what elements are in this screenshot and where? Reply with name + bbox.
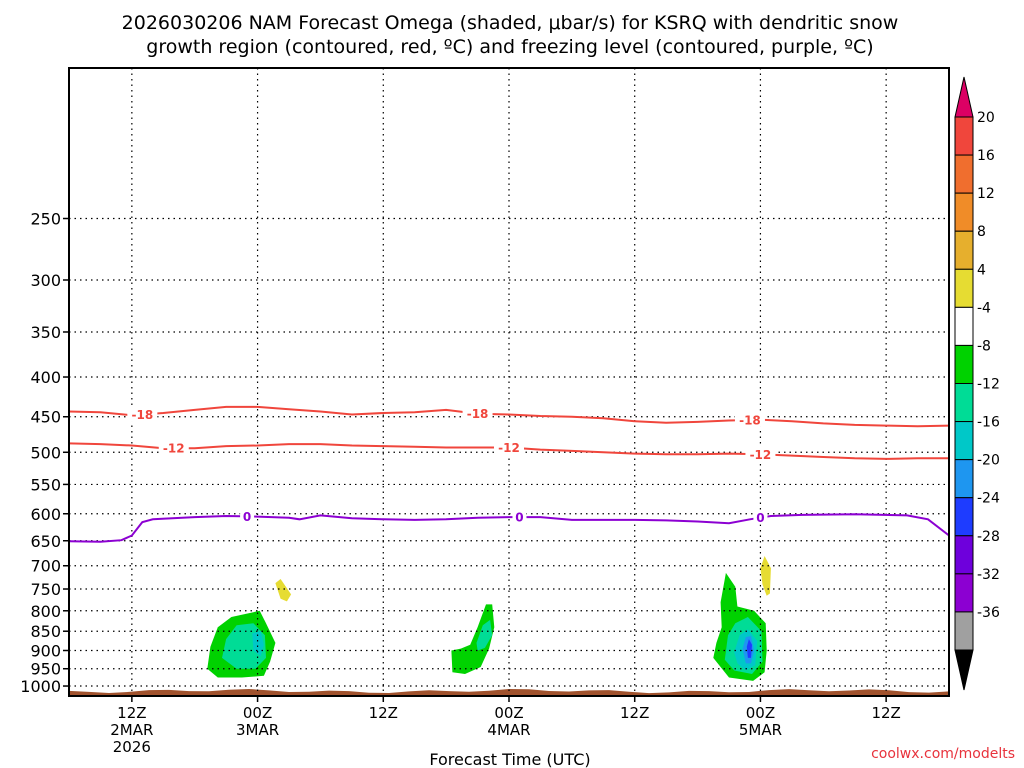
y-tick-label-600: 600 <box>30 505 61 524</box>
dgz-minus-12-label-bg-2 <box>745 447 776 462</box>
omega-shade-green-4 <box>476 619 493 651</box>
y-tick-label-800: 800 <box>30 602 61 621</box>
colorbar-band-5 <box>954 306 974 346</box>
dgz-minus-12-label-bg-0 <box>158 441 189 456</box>
y-tick-label-750: 750 <box>30 580 61 599</box>
freezing-level-0-label-1: 0 <box>515 511 523 525</box>
ground-surface <box>69 689 949 696</box>
x-tick-label-18-2: 3MAR <box>236 721 279 739</box>
colorbar-label-13: -36 <box>977 605 1000 621</box>
colorbar-label-10: -24 <box>977 491 1000 507</box>
dgz-minus-18-label-bg-1 <box>462 406 493 421</box>
dgz-minus-18-label-bg-0 <box>127 407 158 422</box>
dgz-minus-18-label-1: -18 <box>467 407 489 421</box>
freezing-level-0-label-bg-0 <box>240 509 255 524</box>
omega-shade-yellow-1 <box>275 579 292 602</box>
omega-shade-green-3 <box>451 604 495 674</box>
credit-text: coolwx.com/modelts <box>871 746 1015 762</box>
y-tick-label-400: 400 <box>30 368 61 387</box>
colorbar-band-13 <box>954 611 974 651</box>
y-tick-label-300: 300 <box>30 271 61 290</box>
colorbar-label-5: -4 <box>977 300 991 316</box>
colorbar-label-6: -8 <box>977 338 991 354</box>
y-tick-label-450: 450 <box>30 408 61 427</box>
colorbar-label-3: 8 <box>977 224 986 240</box>
y-tick-label-350: 350 <box>30 323 61 342</box>
x-tick-label-6-1: 12Z <box>117 704 146 722</box>
chart-title-line2: growth region (contoured, red, ºC) and f… <box>146 36 873 58</box>
x-tick-label-42-2: 4MAR <box>487 721 530 739</box>
colorbar-band-4 <box>954 268 974 308</box>
dgz-minus-18 <box>69 405 949 428</box>
y-tick-label-650: 650 <box>30 532 61 551</box>
dgz-minus-12-label-bg-1 <box>494 440 524 455</box>
freezing-level-0-label-0: 0 <box>243 510 251 524</box>
freezing-level-0 <box>69 513 949 543</box>
x-tick-label-6-3: 2026 <box>113 738 151 756</box>
omega-shade-darkblue-1 <box>746 639 752 658</box>
colorbar-band-3 <box>954 230 974 270</box>
x-tick-label-30-1: 12Z <box>369 704 398 722</box>
dgz-minus-12-label-0: -12 <box>163 442 185 456</box>
plot-area: -18 -18 -18 -12 -12 -12 0 0 0 <box>69 68 949 696</box>
y-tick-label-550: 550 <box>30 475 61 494</box>
dgz-minus-18-label-bg-2 <box>734 412 765 427</box>
x-tick-label-6-2: 2MAR <box>110 721 153 739</box>
x-tick-label-66-1: 00Z <box>746 704 775 722</box>
colorbar-label-11: -28 <box>977 529 1000 545</box>
x-tick-label-54-1: 12Z <box>620 704 649 722</box>
x-tick-label-18-1: 00Z <box>243 704 272 722</box>
x-tick-label-42-1: 00Z <box>494 704 523 722</box>
colorbar-label-0: 20 <box>977 110 995 126</box>
y-tick-label-900: 900 <box>30 641 61 660</box>
colorbar-band-6 <box>954 344 974 384</box>
colorbar: 20 16 12 8 4 -4 -8 -12 -16 -20 -24 -28 -32 -36 <box>954 76 1000 691</box>
colorbar-band-12 <box>954 573 974 613</box>
colorbar-label-8: -16 <box>977 415 1000 431</box>
colorbar-band-2 <box>954 192 974 232</box>
plot-inner: -18 -18 -18 -12 -12 -12 0 0 0 <box>69 68 949 696</box>
dgz-minus-18-label-2: -18 <box>739 413 761 427</box>
colorbar-label-1: 16 <box>977 148 995 164</box>
omega-shade-yellow-2 <box>760 556 771 596</box>
chart-title-line1: 2026030206 NAM Forecast Omega (shaded, μ… <box>122 12 899 34</box>
axes: 2503003504004505005506006507007508008509… <box>20 67 950 756</box>
colorbar-band-9 <box>954 459 974 499</box>
freezing-level-0-label-bg-2 <box>753 510 768 525</box>
y-tick-label-500: 500 <box>30 443 61 462</box>
y-tick-label-950: 950 <box>30 660 61 679</box>
y-tick-label-850: 850 <box>30 622 61 641</box>
freezing-level-0-label-2: 0 <box>756 511 764 525</box>
x-tick-label-78-1: 12Z <box>871 704 900 722</box>
colorbar-bottom-arrow <box>954 649 974 691</box>
colorbar-label-4: 4 <box>977 262 986 278</box>
y-tick-label-700: 700 <box>30 557 61 576</box>
colorbar-band-8 <box>954 421 974 461</box>
colorbar-label-9: -20 <box>977 453 1000 469</box>
x-axis-label: Forecast Time (UTC) <box>429 750 590 768</box>
omega-shade-cyan-1 <box>252 631 264 657</box>
colorbar-band-1 <box>954 154 974 194</box>
dgz-minus-12-label-2: -12 <box>750 448 772 462</box>
colorbar-band-7 <box>954 383 974 423</box>
colorbar-band-0 <box>954 116 974 156</box>
colorbar-label-12: -32 <box>977 567 1000 583</box>
dgz-minus-12-label-1: -12 <box>498 441 520 455</box>
y-tick-label-1000: 1000 <box>20 677 61 696</box>
colorbar-label-7: -12 <box>977 377 1000 393</box>
colorbar-band-11 <box>954 535 974 575</box>
x-tick-label-66-2: 5MAR <box>739 721 782 739</box>
colorbar-top-arrow <box>954 76 974 118</box>
y-tick-label-250: 250 <box>30 210 61 229</box>
dgz-minus-18-label-0: -18 <box>131 408 153 422</box>
colorbar-label-2: 12 <box>977 186 995 202</box>
freezing-level-0-label-bg-1 <box>512 510 527 525</box>
colorbar-band-10 <box>954 497 974 537</box>
